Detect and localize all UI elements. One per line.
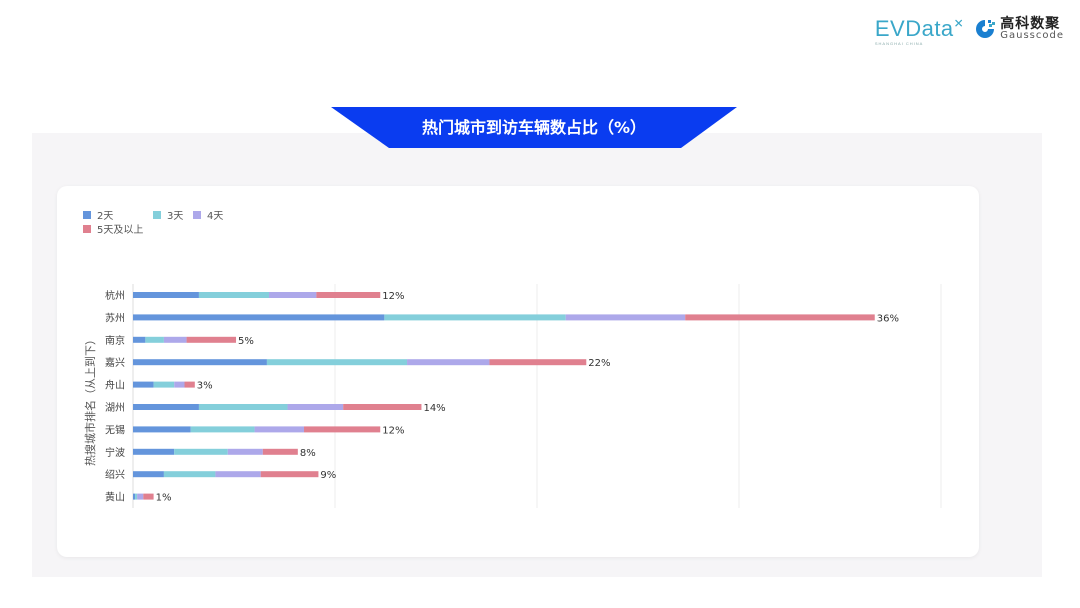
bar-segment-苏州-2 [565,314,686,321]
legend-item-5plus-days: 5天及以上 [83,221,143,236]
bar-segment-绍兴-3 [260,471,319,478]
bar-segment-嘉兴-2 [407,359,490,366]
bar-segment-湖州-3 [343,404,422,410]
bar-segment-舟山-1 [153,381,175,388]
bar-segment-嘉兴-3 [489,359,587,366]
gausscode-logo-icon [976,20,996,38]
logos: EVData✕ SHANGHAI CHINA 高科数聚 Gausscode [874,16,1064,46]
total-label: 8% [300,448,316,459]
total-label: 5% [238,336,254,347]
bar-segment-杭州-3 [316,292,381,298]
legend-item-4days: 4天 [193,207,223,222]
bar-segment-舟山-0 [133,381,154,388]
category-label: 舟山 [105,379,125,392]
title-banner: 热门城市到访车辆数占比（%） [331,107,737,148]
bar-segment-南京-3 [186,336,237,343]
category-label: 无锡 [105,423,125,436]
bar-segment-湖州-2 [287,404,344,410]
bar-segment-无锡-2 [254,426,305,433]
bar-segment-湖州-0 [133,404,199,410]
category-label: 湖州 [105,402,125,414]
category-label: 宁波 [105,446,125,459]
bar-segment-绍兴-0 [133,471,164,478]
bar-segment-黄山-2 [137,493,144,500]
bar-segment-黄山-3 [143,493,154,500]
total-label: 14% [423,403,445,414]
bar-segment-南京-2 [163,336,187,343]
total-label: 9% [320,470,336,481]
bar-segment-舟山-3 [184,381,195,388]
total-label: 12% [382,425,404,436]
legend-item-3days: 3天 [153,207,183,222]
bar-segment-无锡-3 [304,426,381,433]
category-label: 南京 [105,334,125,347]
legend-swatch [153,210,161,219]
total-label: 36% [877,313,899,324]
bar-segment-黄山-1 [135,493,138,500]
total-label: 22% [588,358,610,369]
bar-segment-宁波-1 [174,448,228,455]
bar-segment-杭州-1 [198,292,269,298]
category-label: 黄山 [105,491,125,504]
bar-segment-宁波-0 [133,448,175,455]
category-label: 苏州 [105,311,125,324]
bar-segment-宁波-2 [227,448,263,455]
bar-segment-舟山-2 [174,381,185,388]
bar-segment-南京-1 [145,336,164,343]
bar-segment-绍兴-1 [163,471,216,478]
category-label: 嘉兴 [105,356,125,369]
legend-swatch [193,210,201,219]
category-label: 绍兴 [105,468,125,481]
bar-segment-苏州-3 [685,314,875,321]
total-label: 1% [156,493,172,504]
bar-segment-南京-0 [133,336,146,343]
bar-segment-嘉兴-1 [266,359,408,366]
bar-segment-宁波-3 [262,448,298,455]
bar-segment-苏州-1 [384,314,566,321]
gausscode-logo: 高科数聚 Gausscode [974,17,1064,41]
legend-item-2days: 2天 [83,207,113,222]
bar-segment-绍兴-2 [215,471,261,478]
legend-swatch [83,210,91,219]
legend-swatch [83,224,91,233]
bar-segment-湖州-1 [198,404,288,410]
bar-segment-杭州-2 [268,292,317,298]
bar-segment-杭州-0 [133,292,199,298]
page-title: 热门城市到访车辆数占比（%） [421,118,647,137]
bar-segment-黄山-0 [133,493,136,500]
category-label: 杭州 [105,289,125,302]
total-label: 3% [197,381,213,392]
bar-segment-嘉兴-0 [133,359,267,366]
bar-segment-无锡-0 [133,426,191,433]
bar-segment-苏州-0 [133,314,385,321]
total-label: 12% [382,291,404,302]
evdata-logo: EVData✕ SHANGHAI CHINA [874,16,965,46]
bar-segment-无锡-1 [190,426,255,433]
chart-card [57,186,979,557]
